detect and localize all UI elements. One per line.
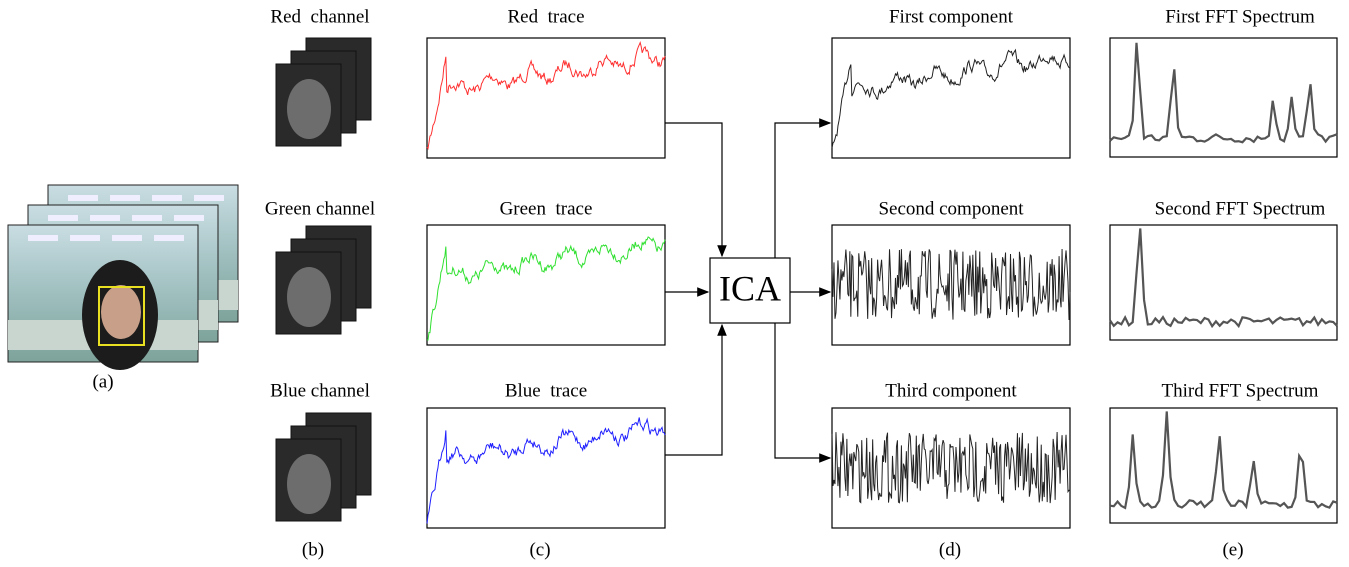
ceiling-light: [28, 235, 58, 241]
face: [287, 267, 331, 327]
ceiling-light: [194, 195, 224, 201]
panel-label: (b): [302, 539, 324, 560]
trace-box: [426, 224, 666, 346]
ceiling-light: [154, 235, 184, 241]
signal: [426, 40, 666, 151]
signal: [831, 249, 1071, 320]
spectrum: [1109, 42, 1338, 144]
channel-title: Green channel: [265, 198, 375, 219]
signal: [426, 236, 666, 341]
signal: [426, 417, 666, 524]
face: [101, 285, 141, 339]
component-box: [831, 407, 1071, 529]
arrow: [665, 122, 727, 258]
ceiling-light: [48, 215, 78, 221]
ceiling-light: [110, 195, 140, 201]
ceiling-light: [90, 215, 120, 221]
arrow: [774, 323, 832, 463]
ceiling-light: [70, 235, 100, 241]
signal: [831, 48, 1071, 149]
roi-box: [98, 286, 145, 346]
face: [287, 454, 331, 514]
component-title: First component: [889, 6, 1014, 27]
signal: [831, 432, 1071, 504]
trace-title: Red trace: [507, 6, 584, 27]
panel-label: (a): [92, 371, 113, 392]
arrow: [774, 118, 832, 258]
component-box: [831, 37, 1071, 159]
panel-label: (c): [529, 539, 550, 560]
spectrum-title: First FFT Spectrum: [1165, 6, 1315, 27]
ica-label: ICA: [719, 268, 781, 308]
spectrum-title: Second FFT Spectrum: [1155, 198, 1326, 219]
arrow: [665, 323, 727, 456]
component-title: Second component: [878, 198, 1024, 219]
trace-box: [426, 407, 666, 529]
ceiling-light: [112, 235, 142, 241]
trace-title: Green trace: [500, 198, 593, 219]
spectrum: [1109, 228, 1338, 329]
ceiling-light: [132, 215, 162, 221]
channel-title: Blue channel: [270, 380, 370, 401]
panel-label: (e): [1222, 539, 1243, 560]
trace-box: [426, 37, 666, 159]
component-box: [831, 224, 1071, 346]
component-title: Third component: [885, 380, 1017, 401]
spectrum-title: Third FFT Spectrum: [1162, 380, 1319, 401]
ceiling-light: [174, 215, 204, 221]
ceiling-light: [152, 195, 182, 201]
spectrum: [1109, 411, 1338, 510]
ica-box: [709, 257, 791, 324]
ceiling-light: [68, 195, 98, 201]
trace-title: Blue trace: [505, 380, 587, 401]
face: [287, 79, 331, 139]
channel-title: Red channel: [270, 6, 369, 27]
panel-label: (d): [939, 539, 961, 560]
